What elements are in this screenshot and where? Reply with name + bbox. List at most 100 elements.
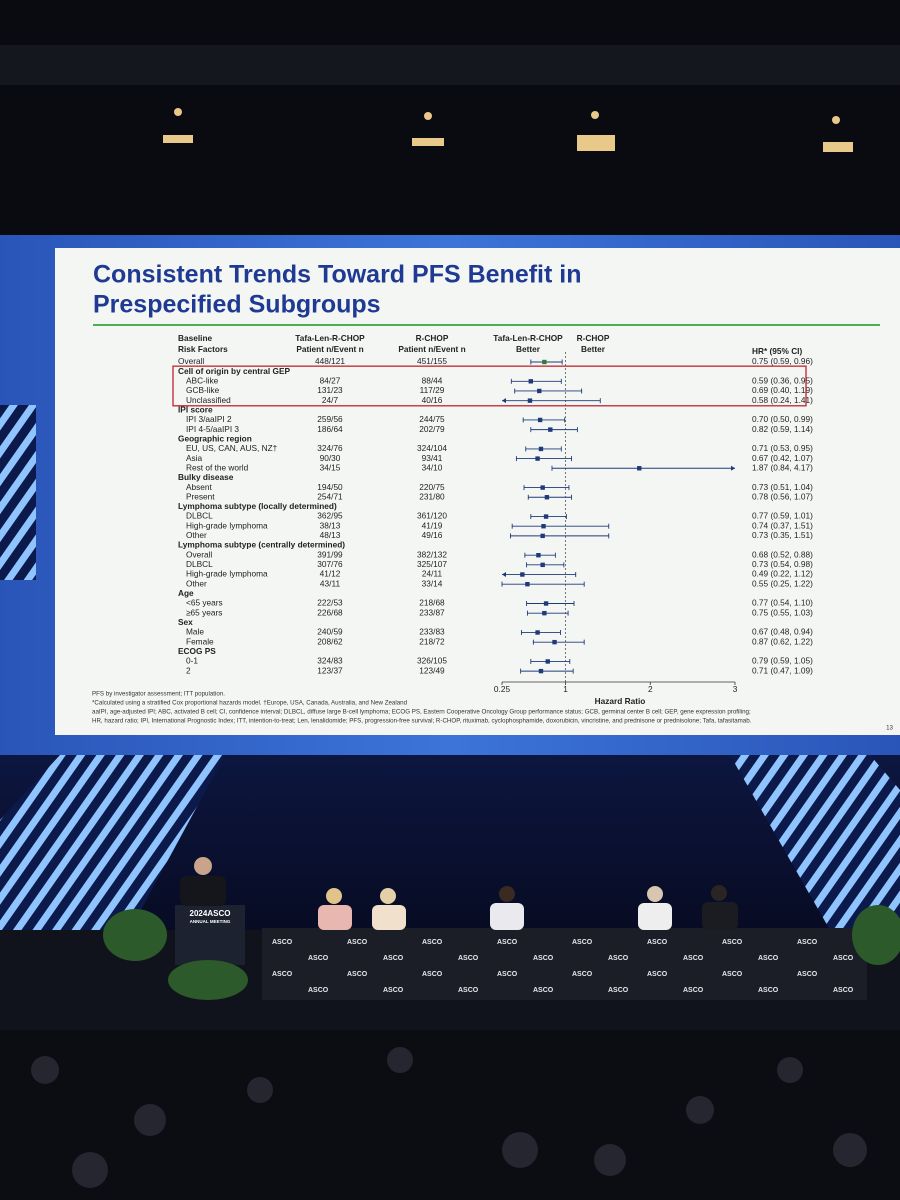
row-label: <65 years [186, 598, 223, 608]
arm-a-count: 123/37 [317, 665, 343, 675]
banner-logo: ASCO [722, 971, 743, 978]
hr-marker [537, 417, 543, 423]
hr-label: 0.70 (0.50, 0.99) [752, 414, 813, 424]
hr-label: 0.73 (0.54, 0.98) [752, 559, 813, 569]
panel-table [262, 928, 867, 1000]
hr-marker [544, 495, 550, 500]
arm-a-count: 448/121 [315, 356, 345, 366]
slide-title: Consistent Trends Toward PFS Benefit in [93, 261, 581, 289]
arm-b-count: 218/72 [419, 636, 445, 646]
column-header: Patient n/Event n [398, 344, 465, 354]
arm-a-count: 84/27 [320, 376, 341, 386]
banner-logo: ASCO [533, 987, 554, 994]
row-label: ≥65 years [186, 607, 222, 617]
hr-label: 0.59 (0.36, 0.95) [752, 376, 813, 386]
arm-a-count: 24/7 [322, 395, 339, 405]
group-label: Lymphoma subtype (locally determined) [178, 501, 337, 511]
arm-a-count: 131/23 [317, 385, 343, 395]
group-label: IPI score [178, 404, 213, 414]
arm-b-count: 34/10 [422, 462, 443, 472]
slide [55, 248, 900, 735]
hr-marker [525, 581, 530, 587]
column-header: Better [516, 344, 541, 354]
banner-logo: ASCO [422, 971, 443, 978]
side-graphic [0, 405, 36, 580]
arm-b-count: 326/105 [417, 656, 447, 666]
banner-logo: ASCO [572, 939, 593, 946]
banner-logo: ASCO [608, 987, 629, 994]
arm-a-count: 391/99 [317, 549, 343, 559]
panelists [180, 857, 738, 930]
footnote: PFS by investigator assessment; ITT popu… [92, 691, 225, 698]
arm-a-count: 38/13 [320, 520, 341, 530]
hr-label: 0.74 (0.37, 1.51) [752, 520, 813, 530]
group-label: Geographic region [178, 433, 252, 443]
banner-logo: ASCO [608, 955, 629, 962]
slide-number: 13 [886, 725, 893, 732]
hr-marker [538, 446, 544, 452]
banner-logo: ASCO [308, 955, 329, 962]
banner-logo: ASCO [647, 971, 668, 978]
group-label: Age [178, 588, 194, 598]
x-tick-label: 3 [733, 684, 738, 694]
plants [103, 905, 900, 1000]
row-label: Overall [186, 549, 212, 559]
arm-a-count: 324/83 [317, 656, 343, 666]
hr-label: 0.67 (0.42, 1.07) [752, 453, 813, 463]
group-label: Lymphoma subtype (centrally determined) [178, 540, 345, 550]
banner-logo: ASCO [647, 939, 668, 946]
hr-label: 0.75 (0.55, 1.03) [752, 607, 813, 617]
x-tick-label: 0.25 [494, 684, 511, 694]
hr-label: 1.87 (0.84, 4.17) [752, 462, 813, 472]
arm-a-count: 43/11 [320, 578, 341, 588]
hr-label: 0.77 (0.59, 1.01) [752, 511, 813, 521]
row-label: Other [186, 530, 207, 540]
arm-b-count: 202/79 [419, 424, 445, 434]
hr-label: 0.78 (0.56, 1.07) [752, 491, 813, 501]
banner-logo: ASCO [383, 955, 404, 962]
banner-logo: ASCO [797, 939, 818, 946]
arm-a-count: 226/68 [317, 607, 343, 617]
banner-logo: ASCO [683, 987, 704, 994]
hr-marker [637, 466, 642, 471]
arm-b-count: 93/41 [422, 453, 443, 463]
hr-label: 0.87 (0.62, 1.22) [752, 636, 813, 646]
arm-b-count: 123/49 [419, 665, 445, 675]
ci-arrow [502, 572, 506, 578]
group-label: Bulky disease [178, 472, 234, 482]
banner-logo: ASCO [347, 971, 368, 978]
arm-b-count: 41/19 [422, 520, 443, 530]
row-label: ABC-like [186, 376, 219, 386]
row-label: Female [186, 636, 214, 646]
hr-label: 0.58 (0.24, 1.41) [752, 395, 813, 405]
hr-label: 0.68 (0.52, 0.88) [752, 549, 813, 559]
column-header: Patient n/Event n [296, 344, 363, 354]
x-axis-label: Hazard Ratio [595, 696, 646, 706]
row-label: Asia [186, 453, 203, 463]
column-header: R-CHOP [577, 333, 610, 343]
banner-logo: ASCO [347, 939, 368, 946]
ci-arrow [731, 465, 735, 471]
banner-logo: ASCO [683, 955, 704, 962]
arm-b-count: 451/155 [417, 356, 447, 366]
banner-logo: ASCO [458, 987, 479, 994]
podium-text: ANNUAL MEETING [190, 919, 231, 924]
arm-a-count: 259/56 [317, 414, 343, 424]
column-header: Baseline [178, 333, 213, 343]
arm-a-count: 34/15 [320, 462, 341, 472]
arm-a-count: 194/50 [317, 482, 343, 492]
arm-b-count: 218/68 [419, 598, 445, 608]
arm-a-count: 222/53 [317, 598, 343, 608]
banner-logo: ASCO [308, 987, 329, 994]
slide-title: Prespecified Subgroups [93, 291, 381, 319]
group-label: Sex [178, 617, 193, 627]
banner-logo: ASCO [833, 987, 854, 994]
arm-b-count: 117/29 [420, 385, 445, 395]
column-header: Better [581, 344, 606, 354]
banner-logo: ASCO [758, 987, 779, 994]
hr-marker [552, 639, 557, 645]
column-header: R-CHOP [416, 333, 449, 343]
arm-b-count: 361/120 [417, 511, 447, 521]
row-label: Rest of the world [186, 462, 249, 472]
row-label: EU, US, CAN, AUS, NZ† [186, 443, 278, 453]
